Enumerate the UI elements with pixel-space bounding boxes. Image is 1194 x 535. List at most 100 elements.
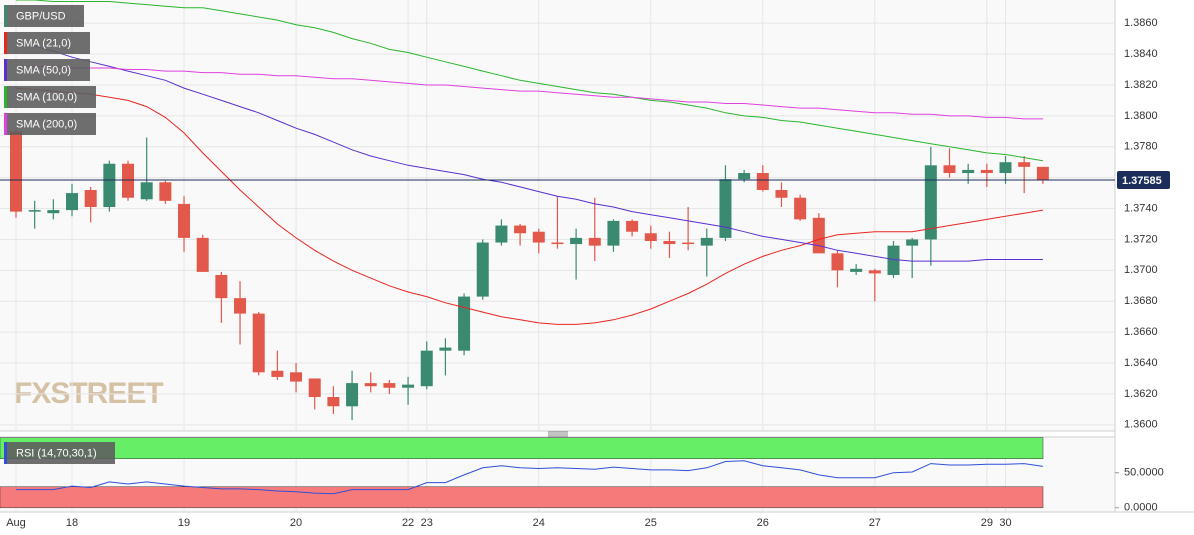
- candle-body: [663, 240, 676, 245]
- y-tick-label: 50.0000: [1124, 467, 1164, 479]
- legend-box: [4, 59, 90, 81]
- candle-body: [290, 372, 303, 382]
- y-tick-label: 1.3660: [1124, 326, 1158, 338]
- candle-body: [700, 237, 713, 246]
- legend-swatch: [4, 32, 7, 54]
- candle-body: [588, 237, 601, 246]
- x-tick-label: 29: [981, 517, 993, 529]
- candle-body: [812, 217, 825, 254]
- x-tick-label: 30: [999, 517, 1011, 529]
- legend-swatch: [4, 86, 7, 108]
- legend-label: GBP/USD: [16, 10, 66, 22]
- x-tick-label: 23: [421, 517, 433, 529]
- candle-body: [980, 169, 993, 174]
- legend-label: SMA (50,0): [16, 64, 71, 76]
- candle-body: [420, 350, 433, 387]
- candle-body: [495, 225, 508, 243]
- candle-body: [906, 239, 919, 246]
- x-tick-label: 24: [533, 517, 545, 529]
- y-tick-label: 1.3840: [1124, 48, 1158, 60]
- x-tick-label: 27: [869, 517, 881, 529]
- sma-line: [16, 65, 1043, 120]
- candle-body: [47, 210, 60, 214]
- sma-line: [15, 87, 1043, 325]
- candle-body: [794, 197, 807, 220]
- legend-box: [4, 5, 84, 27]
- legend-box: [4, 113, 96, 135]
- y-tick-label: 1.3780: [1124, 141, 1158, 153]
- legend-label: SMA (100,0): [16, 91, 77, 103]
- sma-line: [15, 41, 1043, 262]
- candle-body: [327, 397, 340, 407]
- y-tick-label: 1.3800: [1124, 110, 1158, 122]
- candle-body: [159, 182, 172, 201]
- candle-body: [850, 268, 863, 272]
- candle-body: [514, 225, 527, 234]
- rsi-zone: [0, 486, 1044, 509]
- candle-body: [196, 237, 209, 272]
- legend-box: [4, 86, 96, 108]
- candle-body: [122, 163, 135, 198]
- last-price-label: 1.37585: [1122, 175, 1162, 187]
- y-tick-label: 1.3720: [1124, 233, 1158, 245]
- y-tick-label: 1.3680: [1124, 295, 1158, 307]
- y-tick-label: 1.3740: [1124, 202, 1158, 214]
- rsi-zone: [0, 437, 1044, 459]
- candle-body: [999, 162, 1012, 174]
- candle-body: [364, 383, 377, 387]
- y-tick-label: 0.0000: [1124, 502, 1158, 514]
- candle-body: [1036, 166, 1049, 180]
- legend-swatch: [4, 59, 7, 81]
- resize-handle[interactable]: [548, 431, 568, 437]
- candle-body: [962, 169, 975, 174]
- candle-body: [28, 210, 41, 212]
- candle-body: [383, 383, 396, 388]
- candle-body: [215, 274, 228, 299]
- x-tick-label: 25: [645, 517, 657, 529]
- y-tick-label: 1.3640: [1124, 357, 1158, 369]
- candle-body: [66, 193, 79, 211]
- candle-body: [252, 313, 265, 373]
- candle-body: [551, 242, 564, 245]
- candle-body: [178, 203, 191, 238]
- candle-body: [10, 131, 22, 212]
- candle-body: [234, 298, 247, 314]
- candle-body: [607, 220, 620, 246]
- candle-body: [308, 378, 321, 398]
- y-tick-label: 1.3600: [1124, 419, 1158, 431]
- candle-body: [532, 231, 545, 243]
- last-price-box: [1117, 170, 1170, 189]
- candle-body: [439, 347, 452, 351]
- y-tick-label: 1.3620: [1124, 388, 1158, 400]
- candle-body: [887, 245, 900, 275]
- y-tick-label: 1.3700: [1124, 264, 1158, 276]
- candle-body: [103, 163, 116, 208]
- legend-label: RSI (14,70,30,1): [16, 447, 97, 459]
- legend-swatch: [4, 5, 7, 27]
- candle-body: [402, 384, 415, 388]
- candle-body: [756, 173, 769, 191]
- legend-label: SMA (21,0): [16, 37, 71, 49]
- candle-body: [271, 370, 284, 377]
- legend-swatch: [4, 442, 7, 464]
- candle-body: [1018, 162, 1031, 167]
- rsi-line: [16, 460, 1043, 495]
- candle-body: [458, 296, 471, 351]
- candle-body: [924, 165, 937, 240]
- candle-body: [644, 233, 657, 241]
- candle-body: [943, 165, 956, 174]
- candle-body: [738, 173, 751, 180]
- candle-body: [831, 253, 844, 271]
- x-tick-label: 18: [66, 517, 78, 529]
- candle-body: [140, 182, 153, 200]
- x-tick-label: 20: [290, 517, 302, 529]
- legend-label: SMA (200,0): [16, 118, 77, 130]
- candle-body: [719, 179, 732, 238]
- candle-body: [626, 220, 639, 232]
- candle-body: [775, 190, 788, 198]
- x-tick-label: Aug: [6, 517, 26, 529]
- legend-swatch: [4, 113, 7, 135]
- legend-box: [4, 32, 90, 54]
- x-tick-label: 26: [757, 517, 769, 529]
